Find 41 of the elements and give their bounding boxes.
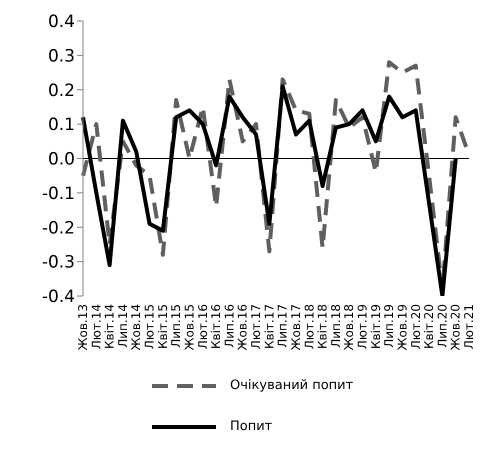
- x-tick-label: Лют.19: [356, 304, 370, 350]
- x-tick-label: Лип.20: [435, 304, 450, 348]
- x-tick-label: Лют.15: [142, 304, 157, 350]
- x-tick-label: Лип.18: [328, 304, 343, 348]
- x-tick-label: Лют.14: [89, 304, 104, 350]
- x-tick-label: Лют.20: [408, 304, 423, 350]
- y-tick-label: -0.3: [42, 252, 75, 273]
- x-tick-label: Лип.16: [222, 304, 236, 348]
- x-tick-label: Лют.16: [196, 304, 210, 350]
- y-tick-label: 0.2: [48, 80, 75, 101]
- y-tick-label: 0.4: [48, 12, 75, 32]
- x-tick-label: Квіт.15: [156, 304, 170, 349]
- x-tick-label: Квіт.19: [368, 304, 383, 349]
- x-tick-label: Квіт.17: [262, 304, 276, 349]
- x-tick-label: Жов.14: [129, 304, 144, 350]
- x-tick-label: Жов.17: [288, 304, 303, 350]
- x-tick-label: Лип.17: [276, 304, 290, 348]
- y-tick-label: 0.3: [48, 46, 75, 66]
- x-tick-label: Жов.15: [182, 304, 196, 350]
- x-tick-label: Квіт.18: [316, 304, 330, 349]
- x-tick-label: Лип.19: [382, 304, 396, 348]
- y-tick-label: -0.1: [42, 184, 75, 204]
- x-tick-label: Жов.19: [395, 304, 410, 350]
- x-tick-label: Жов.20: [448, 304, 463, 350]
- y-tick-label: -0.4: [42, 287, 75, 308]
- x-tick-label: Жов.16: [236, 304, 250, 350]
- x-tick-label: Квіт.16: [209, 304, 224, 349]
- x-tick-label: Лют.17: [249, 304, 264, 350]
- legend-label: Очікуваний попит: [230, 378, 354, 393]
- x-tick-label: Жов.13: [76, 304, 90, 350]
- x-tick-label: Квіт.14: [102, 304, 117, 349]
- y-tick-label: 0.1: [48, 115, 75, 136]
- y-tick-label: -0.2: [42, 218, 75, 238]
- x-tick-label: Лют.21: [462, 304, 476, 350]
- x-tick-label: Лип.15: [169, 304, 184, 348]
- legend-label: Попит: [230, 419, 272, 434]
- x-tick-label: Лип.14: [116, 304, 130, 348]
- x-tick-label: Квіт.20: [422, 304, 436, 349]
- x-tick-label: Жов.18: [342, 304, 356, 350]
- y-tick-label: 0.0: [48, 150, 75, 170]
- x-tick-label: Лют.18: [302, 304, 316, 350]
